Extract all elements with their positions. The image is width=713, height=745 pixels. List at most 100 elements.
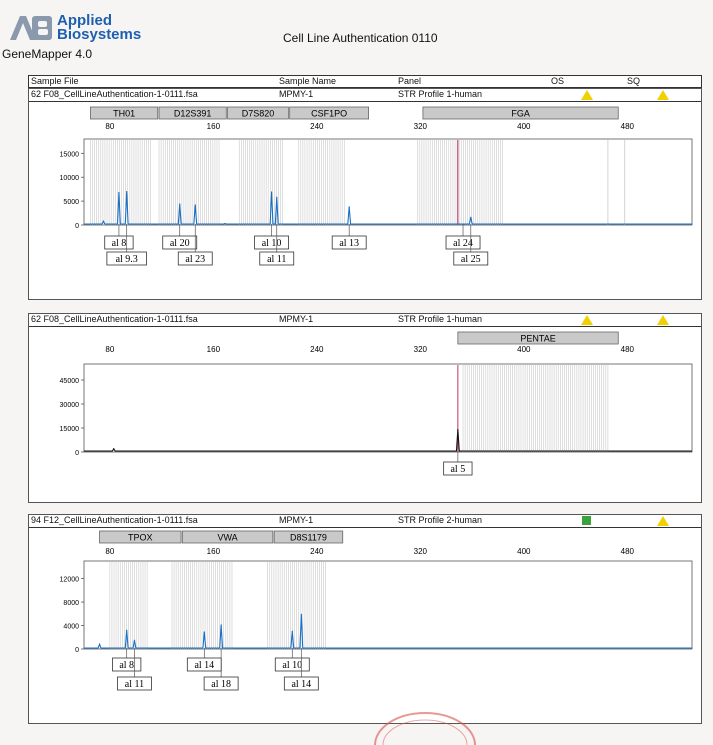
- allele-call-box[interactable]: [177, 251, 213, 266]
- marker-vwa-bar[interactable]: [181, 530, 274, 544]
- marker-label: D12S391: [174, 109, 212, 119]
- sample-row[interactable]: 94 F12_CellLineAuthentication-1-0111.fsa…: [29, 515, 701, 528]
- x-tick-label: 240: [310, 547, 324, 556]
- allele-call-label: al 5: [450, 464, 465, 475]
- allele-call-box[interactable]: [254, 235, 289, 250]
- x-tick-label: 480: [621, 547, 635, 556]
- peak-point: [203, 631, 205, 633]
- allele-call-label: al 11: [267, 254, 286, 265]
- sample-file: 94 F12_CellLineAuthentication-1-0111.fsa: [31, 515, 198, 525]
- allele-call-label: al 14: [291, 679, 311, 690]
- marker-label: TPOX: [128, 533, 153, 543]
- app-name: GeneMapper 4.0: [2, 47, 93, 61]
- marker-csf1po-bar[interactable]: [289, 106, 369, 120]
- marker-label: D7S820: [242, 109, 275, 119]
- y-tick-label: 15000: [60, 426, 80, 433]
- plot-area: [83, 138, 693, 226]
- allele-call-box[interactable]: [445, 235, 481, 250]
- marker-fga-bar[interactable]: [422, 106, 619, 120]
- sq-flag-yellow-triangle-icon: [657, 516, 669, 526]
- allele-call-box[interactable]: [283, 676, 319, 691]
- marker-label: D8S1179: [290, 533, 327, 543]
- x-tick-label: 400: [517, 547, 531, 556]
- y-tick-label: 45000: [60, 378, 80, 385]
- y-tick-label: 30000: [60, 402, 80, 409]
- plot-area: [83, 363, 693, 453]
- marker-d12s391-bar[interactable]: [158, 106, 227, 120]
- allele-call-box[interactable]: [259, 251, 295, 266]
- peak-point: [224, 222, 226, 225]
- allele-call-label: al 25: [461, 254, 481, 265]
- trace-line: [84, 191, 692, 225]
- sample-row[interactable]: 62 F08_CellLineAuthentication-1-0111.fsa…: [29, 314, 701, 327]
- sample-name: MPMY-1: [279, 314, 314, 324]
- document-title: Cell Line Authentication 0110: [283, 31, 438, 45]
- y-tick-label: 15000: [60, 151, 80, 158]
- brand-line-2: Biosystems: [57, 26, 142, 43]
- chart-svg: PENTAE 80 160 240 320 400 480 0 15000 30000 45000 a…: [60, 331, 693, 476]
- allele-call-box[interactable]: [453, 251, 489, 266]
- allele-call-label: al 10: [262, 238, 282, 249]
- peak-point: [113, 448, 115, 450]
- brand-line-1: Applied: [57, 12, 112, 29]
- x-tick-label: 320: [414, 345, 428, 354]
- electropherogram-panel-2: 62 F08_CellLineAuthentication-1-0111.fsa…: [28, 313, 702, 503]
- allele-call-label: al 18: [211, 679, 231, 690]
- chart-svg: TPOX VWA D8S1179 80 160 240 320 400 480 0 4000 8000…: [60, 530, 693, 691]
- panel-name: STR Profile 1-human: [398, 314, 483, 324]
- electropherogram-panel-3: 94 F12_CellLineAuthentication-1-0111.fsa…: [28, 514, 702, 724]
- x-tick-label: 480: [621, 345, 635, 354]
- y-tick-label: 0: [75, 223, 79, 230]
- allele-call-box[interactable]: [106, 251, 147, 266]
- y-tick-label: 8000: [63, 600, 79, 607]
- x-tick-label: 400: [517, 122, 531, 131]
- marker-label: TH01: [113, 109, 135, 119]
- allele-call-box[interactable]: [274, 657, 310, 672]
- x-tick-label: 80: [105, 547, 114, 556]
- peak-point: [270, 191, 273, 193]
- peak-point: [457, 429, 459, 431]
- x-tick-label: 80: [105, 122, 114, 131]
- allele-call-box[interactable]: [104, 235, 134, 250]
- marker-label: FGA: [511, 109, 530, 119]
- allele-call-box[interactable]: [443, 461, 473, 476]
- peak-point: [276, 196, 278, 198]
- sample-file: 62 F08_CellLineAuthentication-1-0111.fsa: [31, 89, 198, 99]
- allele-call-box[interactable]: [117, 676, 152, 691]
- col-sample-file: Sample File: [31, 76, 79, 86]
- trace-line: [84, 429, 692, 452]
- allele-call-label: al 11: [125, 679, 144, 690]
- os-flag-yellow-triangle-icon: [581, 315, 593, 325]
- sq-flag-yellow-triangle-icon: [657, 315, 669, 325]
- marker-label: VWA: [218, 533, 238, 543]
- x-tick-label: 400: [517, 345, 531, 354]
- allele-call-box[interactable]: [203, 676, 239, 691]
- marker-tpox-bar[interactable]: [99, 530, 182, 544]
- marker-label: PENTAE: [520, 334, 555, 344]
- x-tick-label: 160: [207, 345, 221, 354]
- allele-call-box[interactable]: [331, 235, 367, 250]
- col-sq: SQ: [627, 76, 641, 86]
- peak-point: [470, 216, 472, 218]
- marker-d8s1179-bar[interactable]: [273, 530, 344, 544]
- peak-point: [126, 190, 128, 193]
- marker-d7s820-bar[interactable]: [227, 106, 289, 120]
- applied-biosystems-logo-icon: [10, 16, 52, 40]
- x-tick-label: 480: [621, 122, 635, 131]
- x-tick-label: 240: [310, 345, 324, 354]
- y-tick-label: 5000: [63, 199, 79, 206]
- peak-point: [133, 639, 136, 641]
- chart-svg: TH01 D12S391 D7S820 CSF1PO FGA 80 160 240 320 400…: [60, 106, 693, 266]
- allele-call-box[interactable]: [112, 657, 142, 672]
- allele-call-label: al 20: [170, 238, 190, 249]
- panel-name: STR Profile 1-human: [398, 89, 483, 99]
- marker-th01-bar[interactable]: [90, 106, 159, 120]
- sample-row[interactable]: 62 F08_CellLineAuthentication-1-0111.fsa…: [29, 89, 701, 102]
- marker-pentae-bar[interactable]: [457, 331, 619, 345]
- y-tick-label: 4000: [63, 624, 79, 631]
- allele-call-label: al 24: [453, 238, 473, 249]
- electropherogram-panel-1: 62 F08_CellLineAuthentication-1-0111.fsa…: [28, 88, 702, 300]
- allele-call-box[interactable]: [162, 235, 198, 250]
- x-tick-label: 80: [105, 345, 114, 354]
- peak-point: [194, 204, 196, 206]
